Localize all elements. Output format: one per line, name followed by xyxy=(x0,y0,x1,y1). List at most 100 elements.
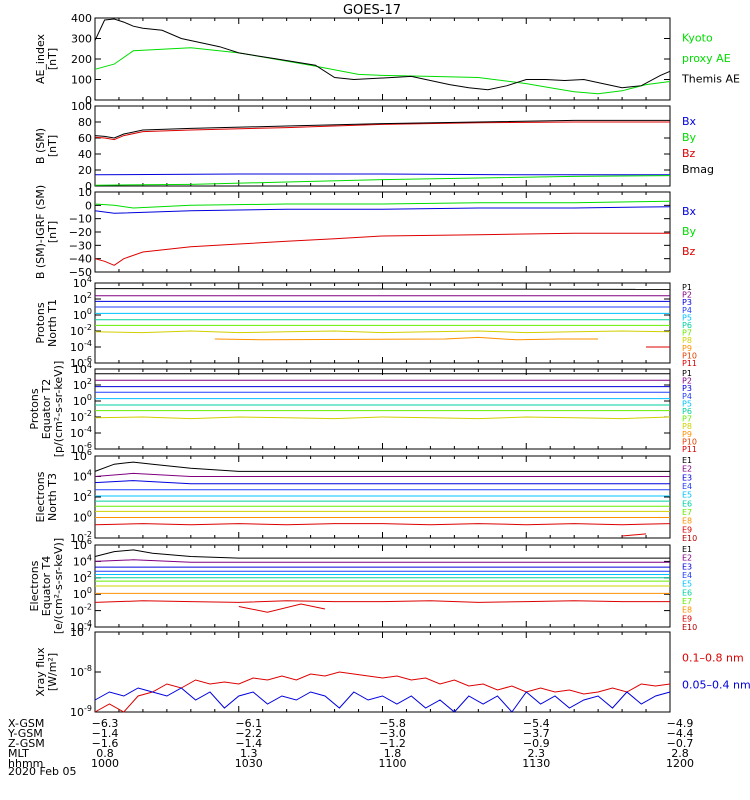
panel-xray: 10-7 10-8 10-9 Xray flux [W/m²] 0.1–0.8 nm 0.0… xyxy=(34,624,750,719)
legend-entry: P11 xyxy=(682,445,697,454)
y-tick-label: 100 xyxy=(73,307,92,322)
series-e2 xyxy=(94,559,670,563)
y-tick-label: 0 xyxy=(85,180,92,193)
series-themis-ae xyxy=(94,18,671,91)
x-axis-value: −0.7 xyxy=(667,737,694,750)
x-axis-value: 2.3 xyxy=(528,747,546,760)
panel-frame xyxy=(94,282,671,364)
legend-entry: P1 xyxy=(682,283,692,292)
legend-entry: P6 xyxy=(682,407,692,416)
legend-entry: E8 xyxy=(682,606,692,615)
y-tick-label: 10-4 xyxy=(70,339,92,354)
y-tick-label: 100 xyxy=(73,510,92,525)
legend-entry: E7 xyxy=(682,597,692,606)
series-bx xyxy=(94,173,670,176)
x-axis-table: X-GSM −6.3 −6.1 −5.8 −5.4 −4.9Y-GSM −1.4 −2.2 −3… xyxy=(7,717,694,770)
y-tick-label: −30 xyxy=(69,239,92,252)
legend-entry: E5 xyxy=(682,491,692,500)
legend-entry: By xyxy=(682,131,697,144)
y-axis-label: Equator T4 xyxy=(40,556,53,616)
y-axis-label: AE_index xyxy=(34,33,47,84)
series-e2 xyxy=(94,472,670,477)
x-axis-value: 1030 xyxy=(235,757,263,770)
legend-entry: E1 xyxy=(682,456,692,465)
x-axis-value: −1.4 xyxy=(235,737,262,750)
legend-entry: Bz xyxy=(682,245,696,258)
x-axis-row-label: hhmm xyxy=(8,757,43,770)
legend-entry: E2 xyxy=(682,554,692,563)
series-e10-low xyxy=(622,533,647,537)
y-tick-label: 10-7 xyxy=(70,624,92,639)
x-axis-row-label: X-GSM xyxy=(8,717,44,730)
y-tick-label: 10-2 xyxy=(70,603,92,618)
x-axis-value: −6.3 xyxy=(92,717,119,730)
legend-entry: 0.05–0.4 nm xyxy=(682,678,750,691)
x-axis-row-label: Y-GSM xyxy=(7,727,43,740)
legend-entry: P1 xyxy=(682,369,692,378)
legend-entry: E6 xyxy=(682,499,692,508)
y-axis-label: North T1 xyxy=(46,299,59,347)
legend-entry: P6 xyxy=(682,321,692,330)
date-label: 2020 Feb 05 xyxy=(8,765,76,778)
y-tick-label: 10-2 xyxy=(70,530,92,545)
legend-entry: P3 xyxy=(682,298,692,307)
x-axis-value: 1000 xyxy=(91,757,119,770)
panel-ae: 0 100 200 300 400 AE_index [nT] Kyoto proxy AE Th… xyxy=(34,12,740,107)
x-axis-value: 2.8 xyxy=(671,747,689,760)
y-tick-label: 10-6 xyxy=(70,355,92,370)
y-axis-label: [nT] xyxy=(46,135,59,157)
series-e10 xyxy=(94,523,671,526)
x-axis-value: −5.8 xyxy=(379,717,406,730)
x-axis-value: 1130 xyxy=(522,757,550,770)
x-axis-value: −1.6 xyxy=(92,737,119,750)
series-kyoto-proxy-ae xyxy=(94,47,671,95)
y-tick-label: 104 xyxy=(73,553,92,568)
y-tick-label: 400 xyxy=(71,12,92,25)
y-axis-label: Electrons xyxy=(34,471,47,522)
legend-entry: Bz xyxy=(682,147,696,160)
y-tick-label: 102 xyxy=(73,570,92,585)
y-tick-label: 106 xyxy=(73,537,92,552)
y-tick-label: 200 xyxy=(71,53,92,66)
legend-entry: E9 xyxy=(682,525,692,534)
y-axis-label: Electrons xyxy=(28,560,41,611)
y-tick-label: 20 xyxy=(78,164,92,177)
series-by xyxy=(94,175,671,186)
legend-entry: P2 xyxy=(682,291,692,300)
y-tick-label: 10-9 xyxy=(70,704,92,719)
legend-entry: E3 xyxy=(682,562,692,571)
x-axis-value: −4.9 xyxy=(667,717,694,730)
y-axis-label: [nT] xyxy=(46,221,59,243)
legend-entry: E2 xyxy=(682,465,692,474)
y-tick-label: 100 xyxy=(71,74,92,87)
x-axis-value: −5.4 xyxy=(523,717,550,730)
legend-entry: P11 xyxy=(682,359,697,368)
series-by xyxy=(94,200,671,209)
y-axis-label: B (SM) xyxy=(34,128,47,164)
legend-entry: E10 xyxy=(682,534,697,543)
y-tick-label: 10-8 xyxy=(70,664,92,679)
series-0-1-0-8-nm xyxy=(94,671,671,713)
legend-entry: E9 xyxy=(682,614,692,623)
x-axis-value: 1.3 xyxy=(240,747,258,760)
series-bz xyxy=(94,232,670,266)
x-axis-row-label: Z-GSM xyxy=(8,737,45,750)
legend-entry: E10 xyxy=(682,623,697,632)
x-axis-value: −4.4 xyxy=(667,727,694,740)
legend-entry: By xyxy=(682,225,697,238)
x-axis-value: 0.8 xyxy=(96,747,114,760)
panel-frame xyxy=(94,455,671,539)
y-axis-label: Protons xyxy=(28,388,41,429)
y-axis-label: North T3 xyxy=(46,473,59,521)
y-tick-label: 102 xyxy=(73,489,92,504)
y-tick-label: −50 xyxy=(69,266,92,279)
y-axis-label: Xray flux xyxy=(34,647,47,697)
x-axis-value: −3.0 xyxy=(379,727,406,740)
legend-entry: Bx xyxy=(682,115,697,128)
y-tick-label: 100 xyxy=(73,393,92,408)
y-tick-label: 10-6 xyxy=(70,441,92,456)
y-tick-label: 106 xyxy=(73,448,92,463)
